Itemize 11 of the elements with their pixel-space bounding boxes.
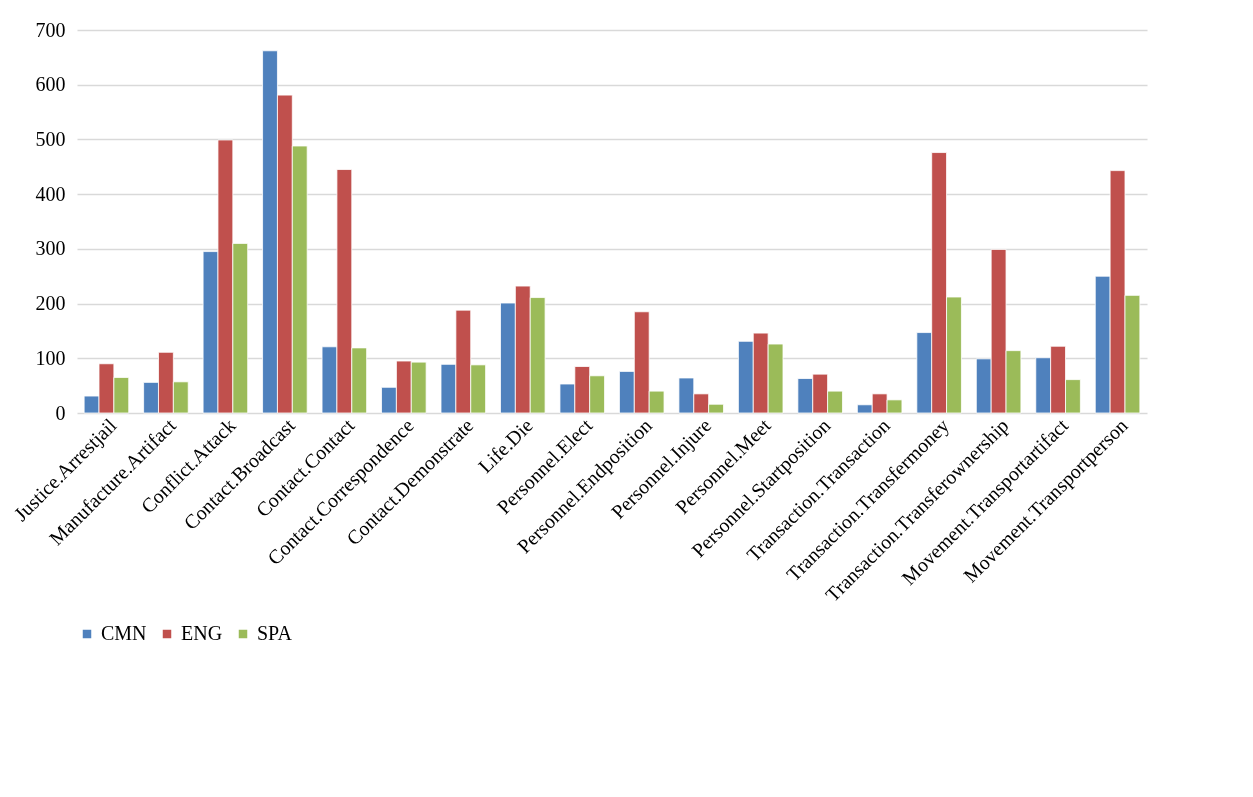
legend-label: SPA	[257, 622, 293, 644]
y-tick-label: 300	[35, 237, 66, 260]
y-tick-label: 600	[35, 73, 66, 96]
y-tick-label: 0	[55, 401, 66, 424]
y-tick-label: 700	[35, 18, 66, 41]
y-tick-label: 500	[35, 127, 66, 150]
y-tick-label: 400	[35, 182, 66, 205]
y-tick-label: 200	[35, 292, 66, 315]
y-tick-label: 100	[35, 346, 66, 369]
legend-label: ENG	[181, 622, 223, 644]
legend-label: CMN	[101, 622, 147, 644]
